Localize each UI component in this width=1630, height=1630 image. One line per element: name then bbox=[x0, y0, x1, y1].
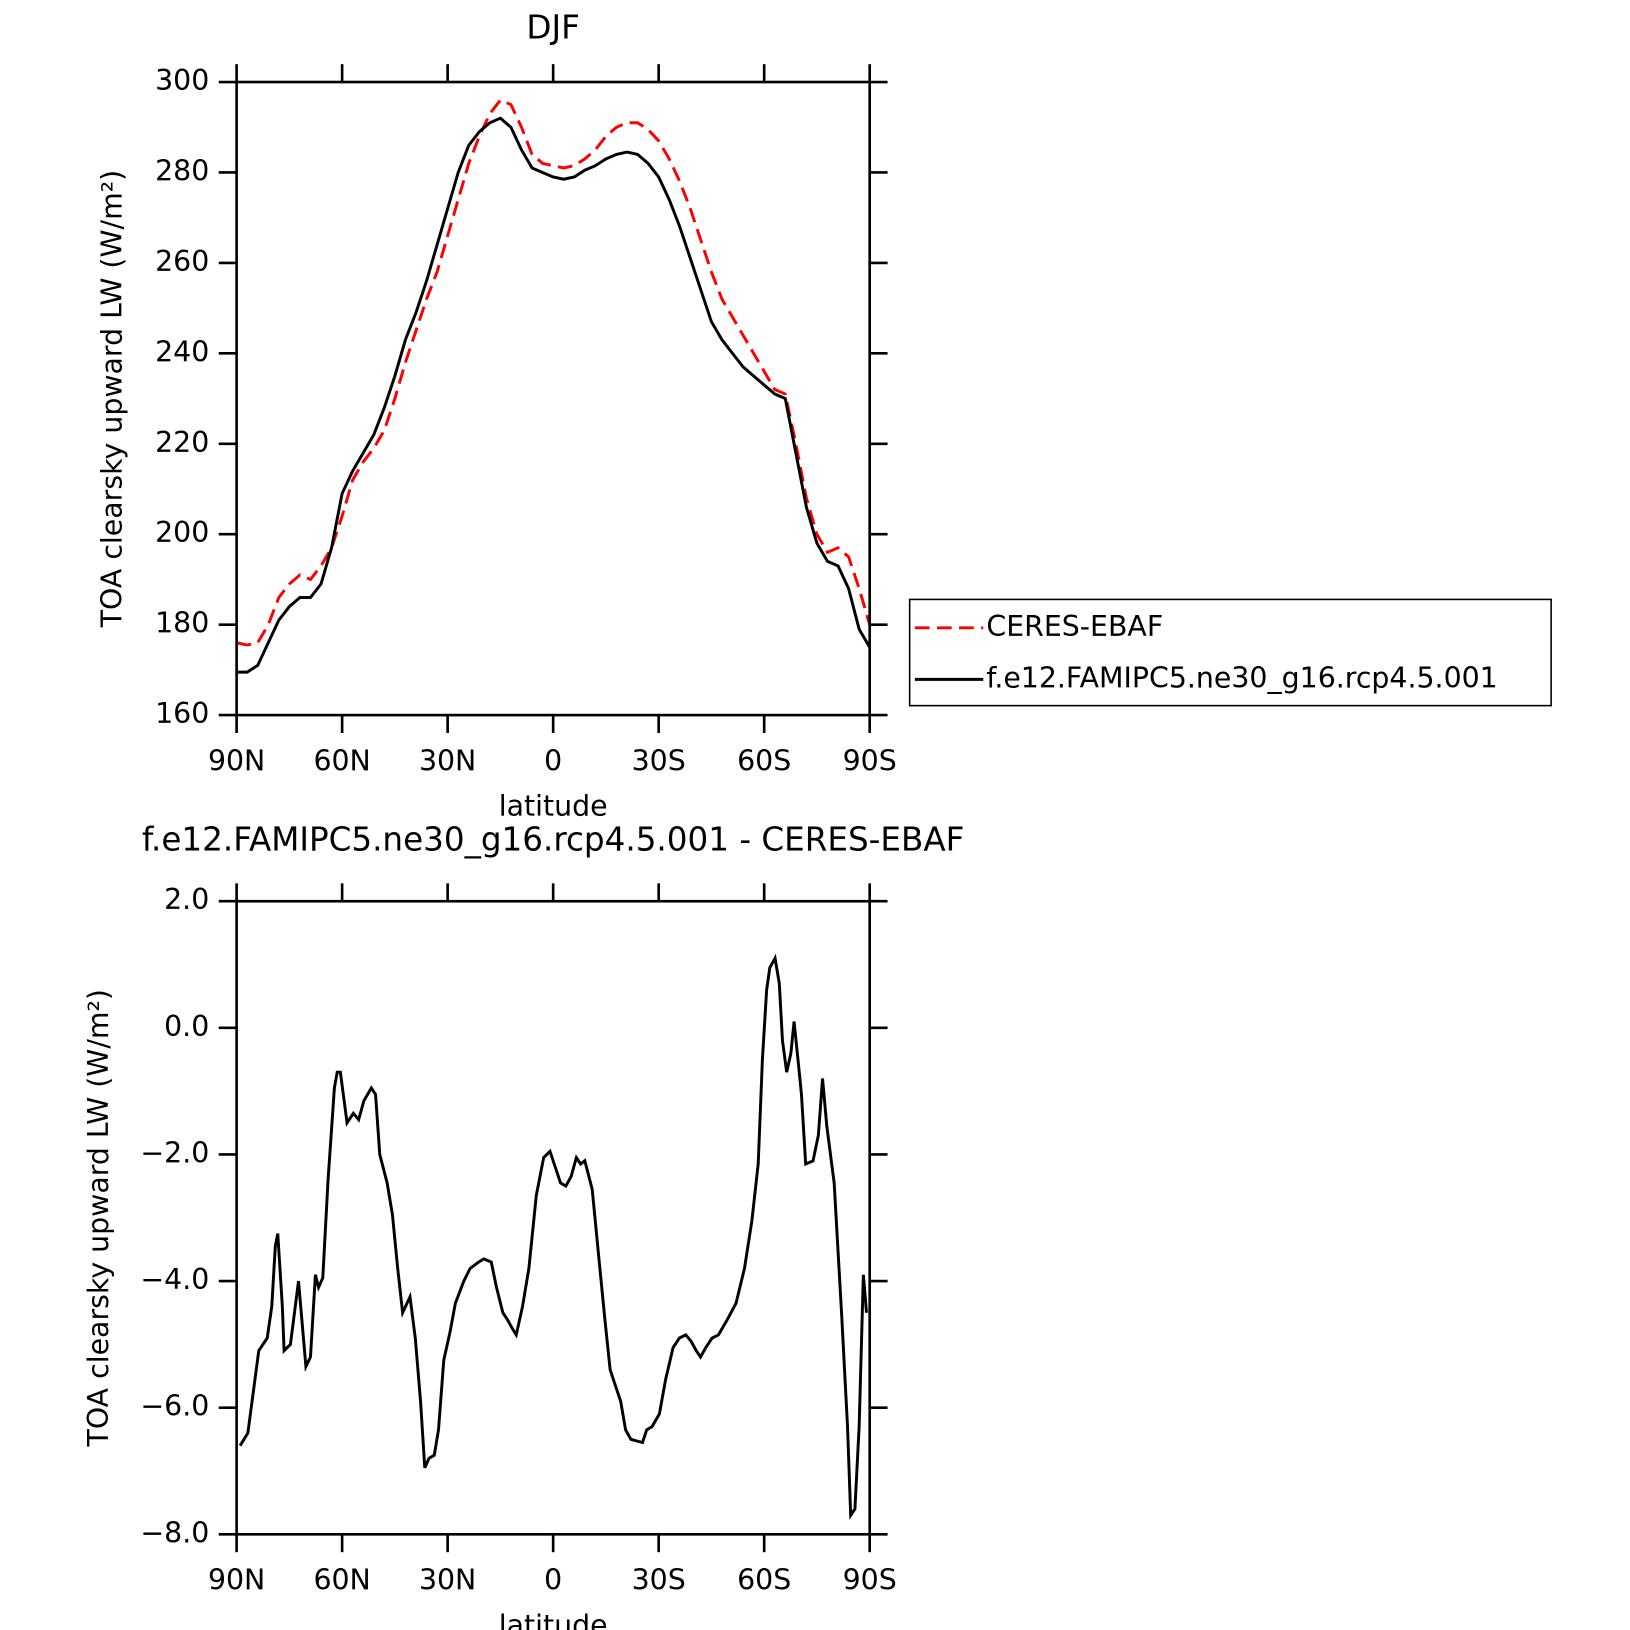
y-tick-label: 160 bbox=[155, 697, 209, 730]
x-tick-label: 30N bbox=[419, 1564, 476, 1597]
y-tick-label: 260 bbox=[155, 245, 209, 278]
x-tick-label: 90S bbox=[843, 744, 897, 777]
x-axis-label: latitude bbox=[499, 790, 608, 823]
legend-box bbox=[908, 598, 1552, 707]
y-tick-label: −4.0 bbox=[140, 1263, 209, 1296]
y-tick-label: 180 bbox=[155, 607, 209, 640]
y-tick-label: 2.0 bbox=[164, 883, 209, 916]
x-tick-label: 90S bbox=[843, 1564, 897, 1597]
x-tick-label: 60N bbox=[313, 1564, 370, 1597]
x-tick-label: 30N bbox=[419, 744, 476, 777]
legend-label: f.e12.FAMIPC5.ne30_g16.rcp4.5.001 bbox=[986, 661, 1497, 694]
x-tick-label: 60S bbox=[737, 1564, 791, 1597]
x-tick-label: 0 bbox=[544, 1564, 562, 1597]
chart-title: DJF bbox=[526, 8, 579, 46]
y-tick-label: −8.0 bbox=[140, 1516, 209, 1549]
x-tick-label: 30S bbox=[632, 744, 686, 777]
chart-title: f.e12.FAMIPC5.ne30_g16.rcp4.5.001 - CERE… bbox=[142, 820, 964, 858]
y-tick-label: 300 bbox=[155, 64, 209, 97]
y-axis-label: TOA clearsky upward LW (W/m²) bbox=[96, 170, 129, 628]
x-tick-label: 90N bbox=[208, 744, 265, 777]
x-tick-label: 60N bbox=[313, 744, 370, 777]
y-tick-label: −6.0 bbox=[140, 1390, 209, 1423]
x-tick-label: 60S bbox=[737, 744, 791, 777]
y-tick-label: 0.0 bbox=[164, 1010, 209, 1043]
y-tick-label: 200 bbox=[155, 516, 209, 549]
x-tick-label: 0 bbox=[544, 744, 562, 777]
y-axis-label: TOA clearsky upward LW (W/m²) bbox=[82, 989, 115, 1447]
plot-frame bbox=[235, 80, 871, 717]
plot-frame bbox=[235, 899, 871, 1536]
data-line bbox=[238, 953, 868, 1520]
y-tick-label: 280 bbox=[155, 154, 209, 187]
data-line bbox=[236, 116, 870, 674]
data-line bbox=[236, 98, 870, 647]
y-tick-label: 240 bbox=[155, 335, 209, 368]
y-tick-label: −2.0 bbox=[140, 1136, 209, 1169]
x-tick-label: 90N bbox=[208, 1564, 265, 1597]
x-axis-label: latitude bbox=[499, 1609, 608, 1630]
legend-label: CERES-EBAF bbox=[986, 610, 1163, 643]
x-tick-label: 30S bbox=[632, 1564, 686, 1597]
y-tick-label: 220 bbox=[155, 426, 209, 459]
